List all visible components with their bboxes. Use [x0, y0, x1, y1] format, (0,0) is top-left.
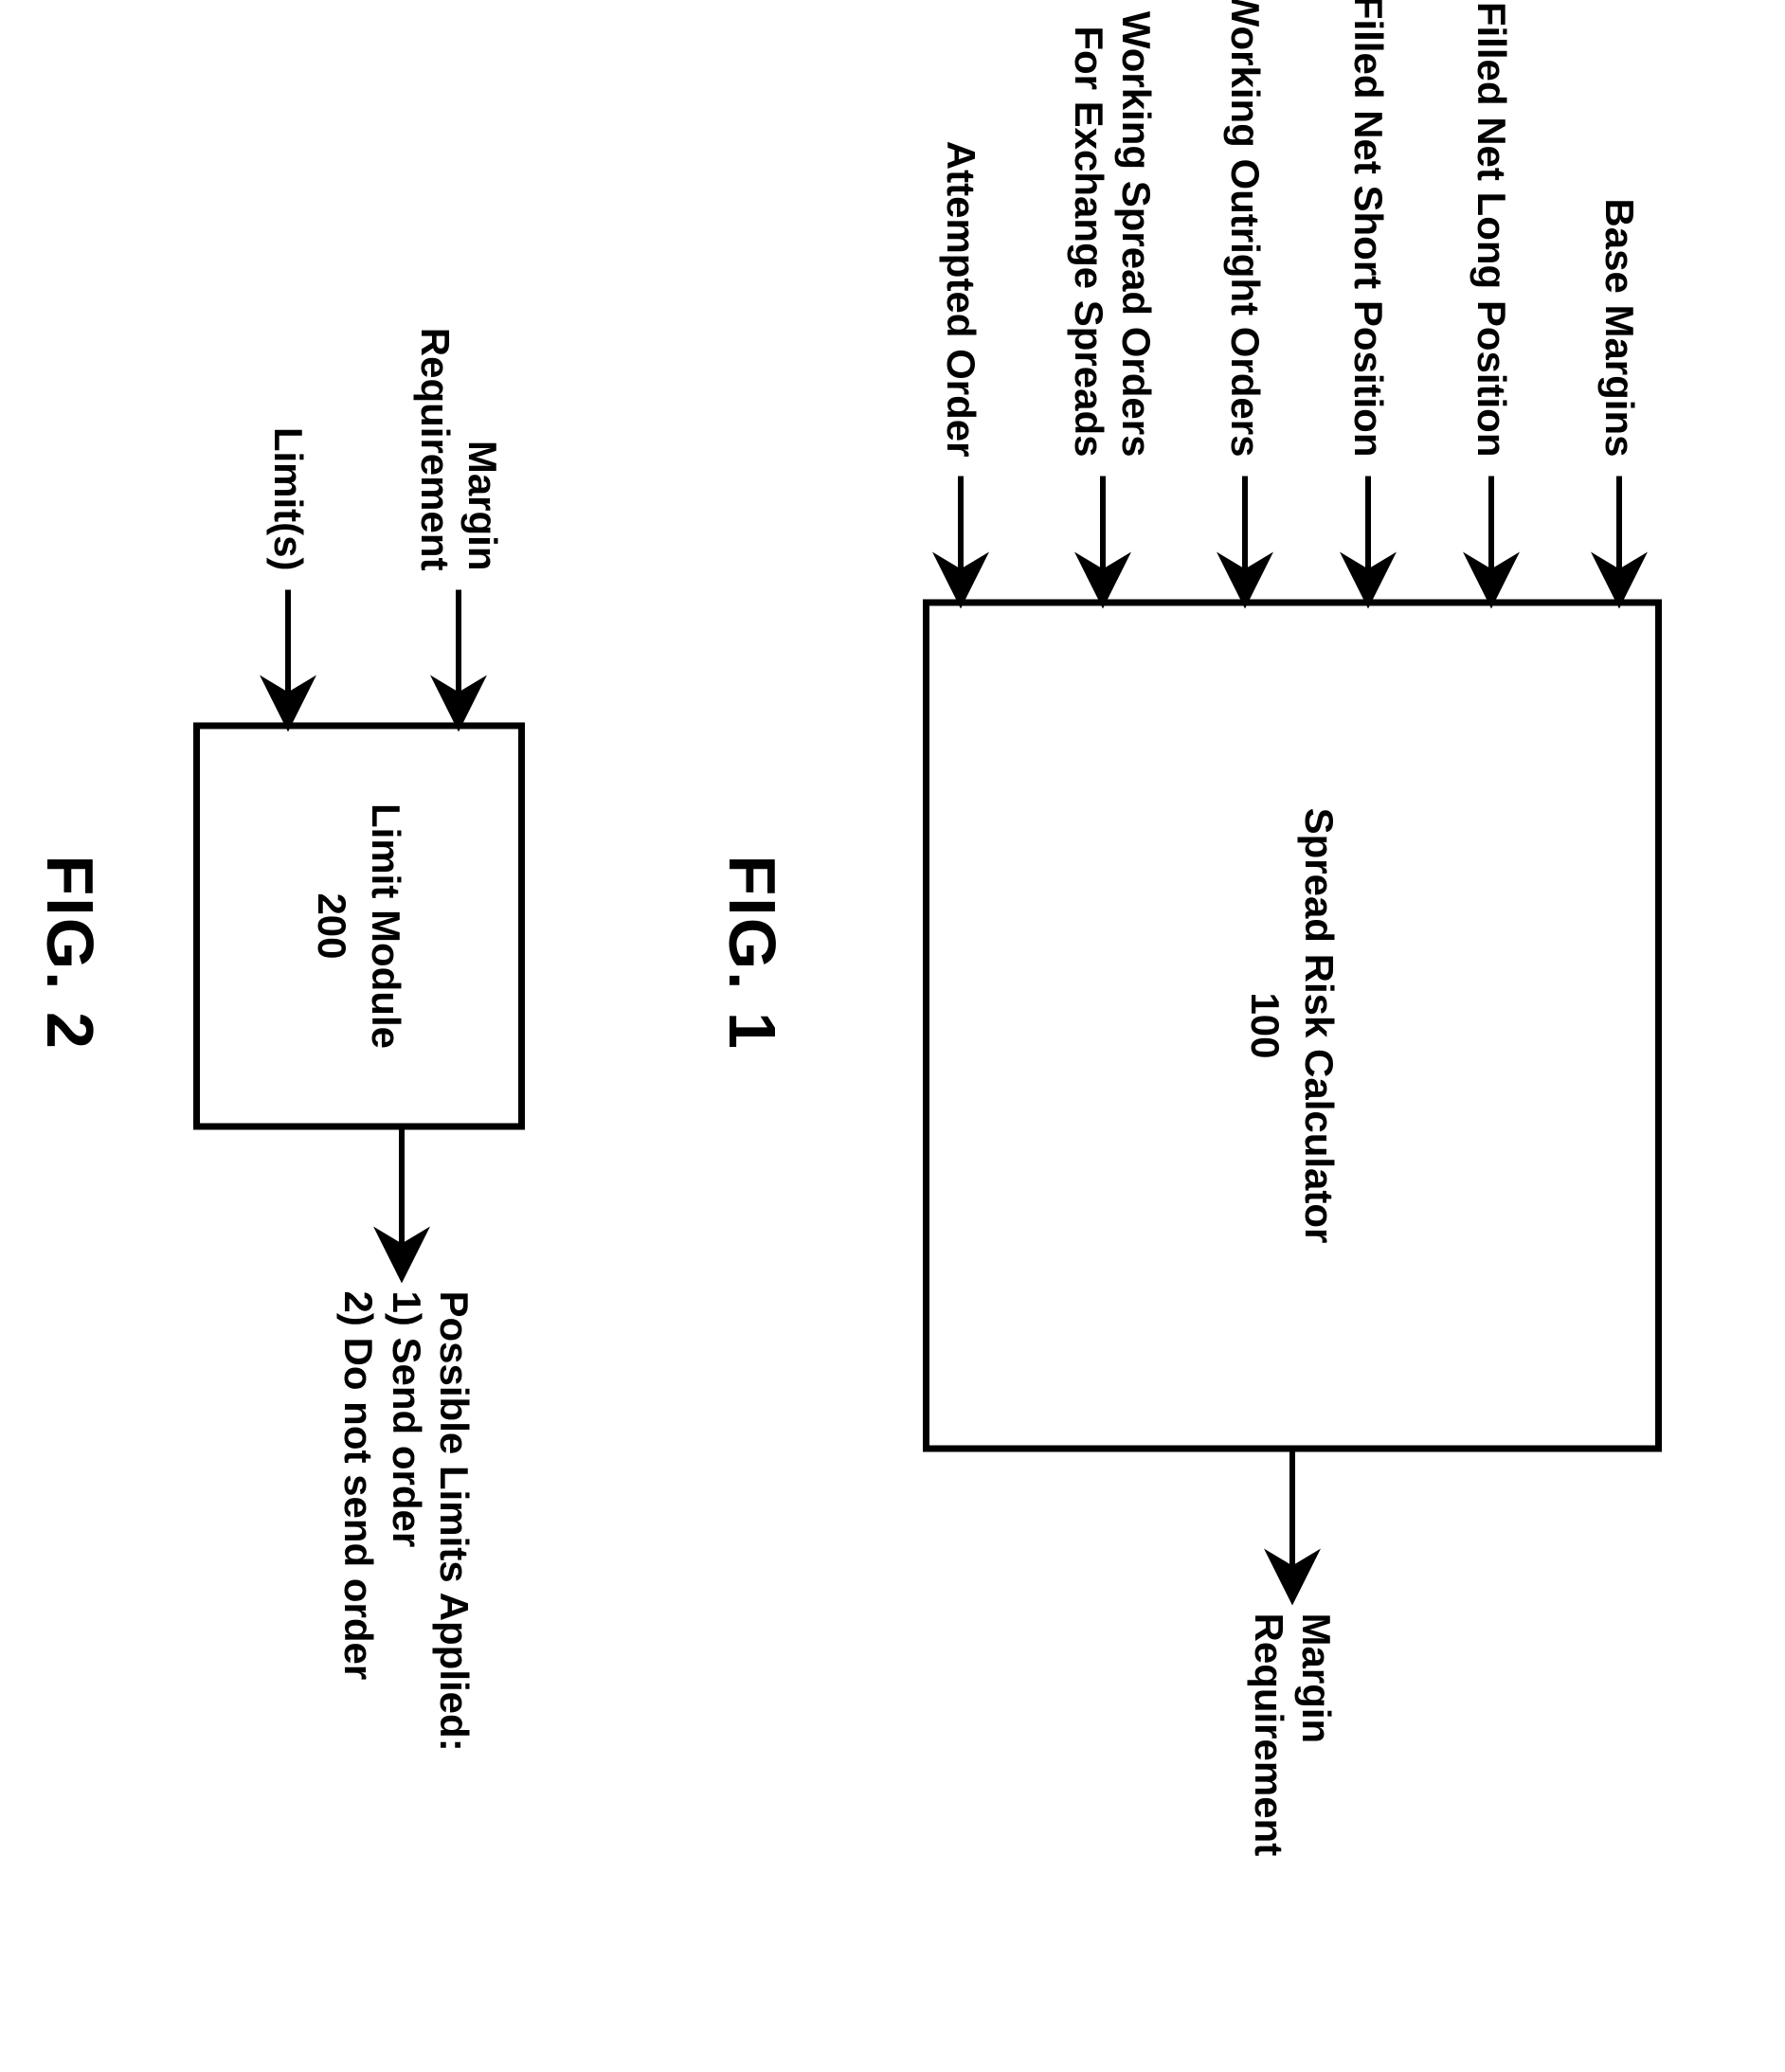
- diagram-canvas: Spread Risk Calculator 100 Base Margins …: [0, 0, 1785, 2018]
- arrows-layer: [0, 0, 1785, 2018]
